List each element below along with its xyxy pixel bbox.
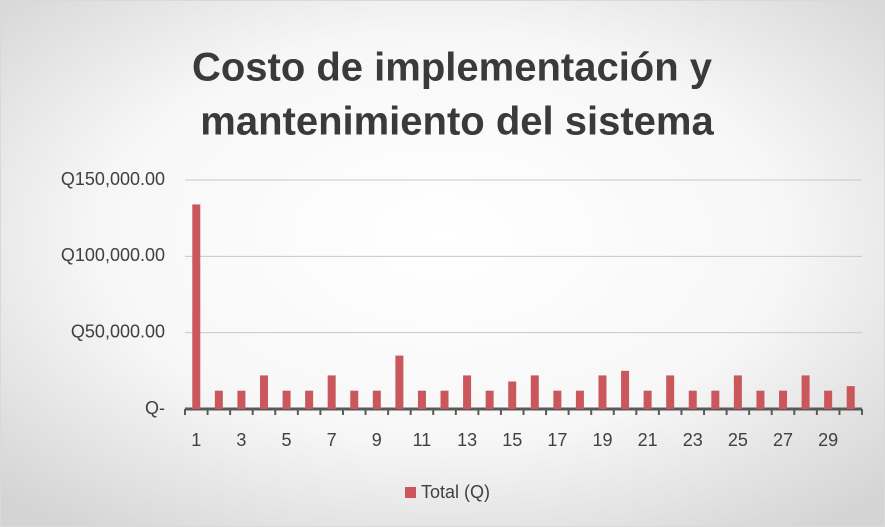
x-tick-label: 29 <box>818 430 838 450</box>
bar <box>711 390 720 409</box>
bar <box>395 355 404 409</box>
bar <box>440 390 449 409</box>
x-tick-label: 1 <box>191 430 201 450</box>
bar <box>530 375 539 409</box>
bar <box>575 390 584 409</box>
bar <box>688 390 697 409</box>
y-tick-label: Q- <box>145 398 165 418</box>
bar <box>237 390 246 409</box>
chart-title: Costo de implementación y <box>192 46 713 90</box>
bar <box>192 204 201 409</box>
bar <box>350 390 359 409</box>
legend-label: Total (Q) <box>421 482 490 502</box>
bar <box>846 386 855 409</box>
y-tick-label: Q50,000.00 <box>71 321 165 341</box>
bar <box>779 390 788 409</box>
x-tick-label: 23 <box>683 430 703 450</box>
bar <box>666 375 675 409</box>
x-tick-label: 15 <box>502 430 522 450</box>
bar <box>214 390 223 409</box>
y-tick-label: Q150,000.00 <box>61 169 165 189</box>
bar <box>282 390 291 409</box>
legend-swatch <box>405 487 416 498</box>
bar <box>417 390 426 409</box>
bar <box>553 390 562 409</box>
y-tick-label: Q100,000.00 <box>61 245 165 265</box>
bar <box>305 390 314 409</box>
bar <box>327 375 336 409</box>
bar <box>621 370 630 409</box>
bar <box>801 375 810 409</box>
x-tick-label: 3 <box>236 430 246 450</box>
bar <box>643 390 652 409</box>
x-tick-label: 9 <box>372 430 382 450</box>
bar <box>598 375 607 409</box>
x-tick-label: 27 <box>773 430 793 450</box>
x-tick-label: 17 <box>547 430 567 450</box>
chart-title: mantenimiento del sistema <box>200 100 714 144</box>
x-tick-label: 25 <box>728 430 748 450</box>
x-tick-label: 7 <box>327 430 337 450</box>
bar <box>259 375 268 409</box>
bar <box>508 381 517 409</box>
bar <box>756 390 765 409</box>
bar <box>372 390 381 409</box>
x-tick-label: 21 <box>638 430 658 450</box>
x-tick-label: 19 <box>592 430 612 450</box>
x-tick-label: 11 <box>413 430 432 450</box>
bar <box>824 390 833 409</box>
bar <box>463 375 472 409</box>
x-tick-label: 13 <box>457 430 477 450</box>
bar <box>733 375 742 409</box>
x-tick-label: 5 <box>282 430 292 450</box>
bar <box>485 390 494 409</box>
